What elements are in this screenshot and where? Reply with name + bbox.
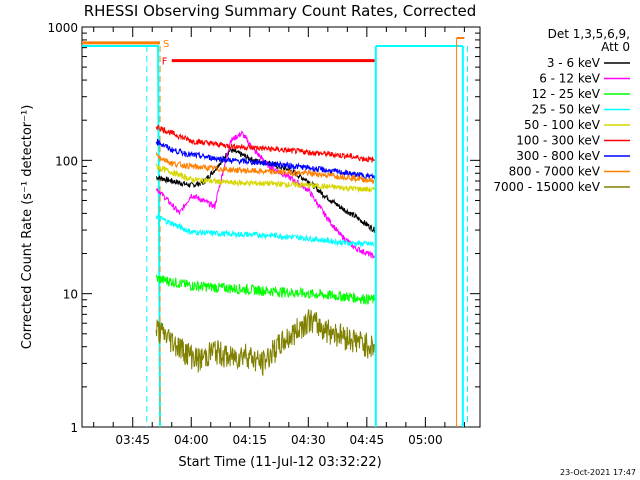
x-tick-label: 04:15 [232,433,267,447]
legend-title: Det 1,3,5,6,9, [548,27,630,41]
x-tick-label: 04:45 [350,433,385,447]
series-line [155,151,375,185]
chart-title: RHESSI Observing Summary Count Rates, Co… [84,2,477,20]
x-tick-label: 03:45 [115,433,150,447]
legend-label: 800 - 7000 keV [509,165,601,179]
series-line [155,124,375,163]
series-lines [155,124,375,377]
legend-label: 100 - 300 keV [516,134,600,148]
generation-timestamp: 23-Oct-2021 17:47 [560,468,636,477]
flag-label-F: F [162,57,168,68]
series-line [155,214,375,249]
legend-label: 6 - 12 keV [539,72,601,86]
series-line [155,163,375,194]
legend: Det 1,3,5,6,9, Att 0 3 - 6 keV 6 - 12 keV… [493,27,630,194]
x-axis-ticks: 03:45 04:00 04:15 04:30 04:45 05:00 [93,27,465,447]
legend-label: 300 - 800 keV [516,149,600,163]
legend-label: 50 - 100 keV [524,118,601,132]
y-tick-label: 10 [63,288,78,302]
series-line [155,138,375,180]
x-tick-label: 04:00 [174,433,209,447]
y-tick-label: 100 [55,154,78,168]
x-axis-label: Start Time (11-Jul-12 03:32:22) [178,455,381,470]
attenuator-and-flag-markers: SF [82,37,469,428]
legend-label: 7000 - 15000 keV [493,180,600,194]
y-tick-label: 1000 [47,21,78,35]
series-line [155,309,375,377]
series-line [155,274,375,306]
x-tick-label: 05:00 [408,433,443,447]
plot-frame [81,26,481,428]
x-tick-label: 04:30 [291,433,326,447]
y-axis-label: Corrected Count Rate (s⁻¹ detector⁻¹) [20,105,35,350]
legend-label: 3 - 6 keV [547,56,601,70]
plot-area: 1 10 100 1000 03:45 04:00 04:15 04:30 04:45 05:0… [47,21,481,447]
y-axis-ticks: 1 10 100 1000 [47,21,480,435]
attenuator-state-line [82,45,162,428]
legend-label: 12 - 25 keV [532,87,601,101]
flag-label-S: S [163,39,169,50]
y-tick-label: 1 [70,421,78,435]
legend-subtitle: Att 0 [601,40,630,54]
legend-label: 25 - 50 keV [532,103,601,117]
